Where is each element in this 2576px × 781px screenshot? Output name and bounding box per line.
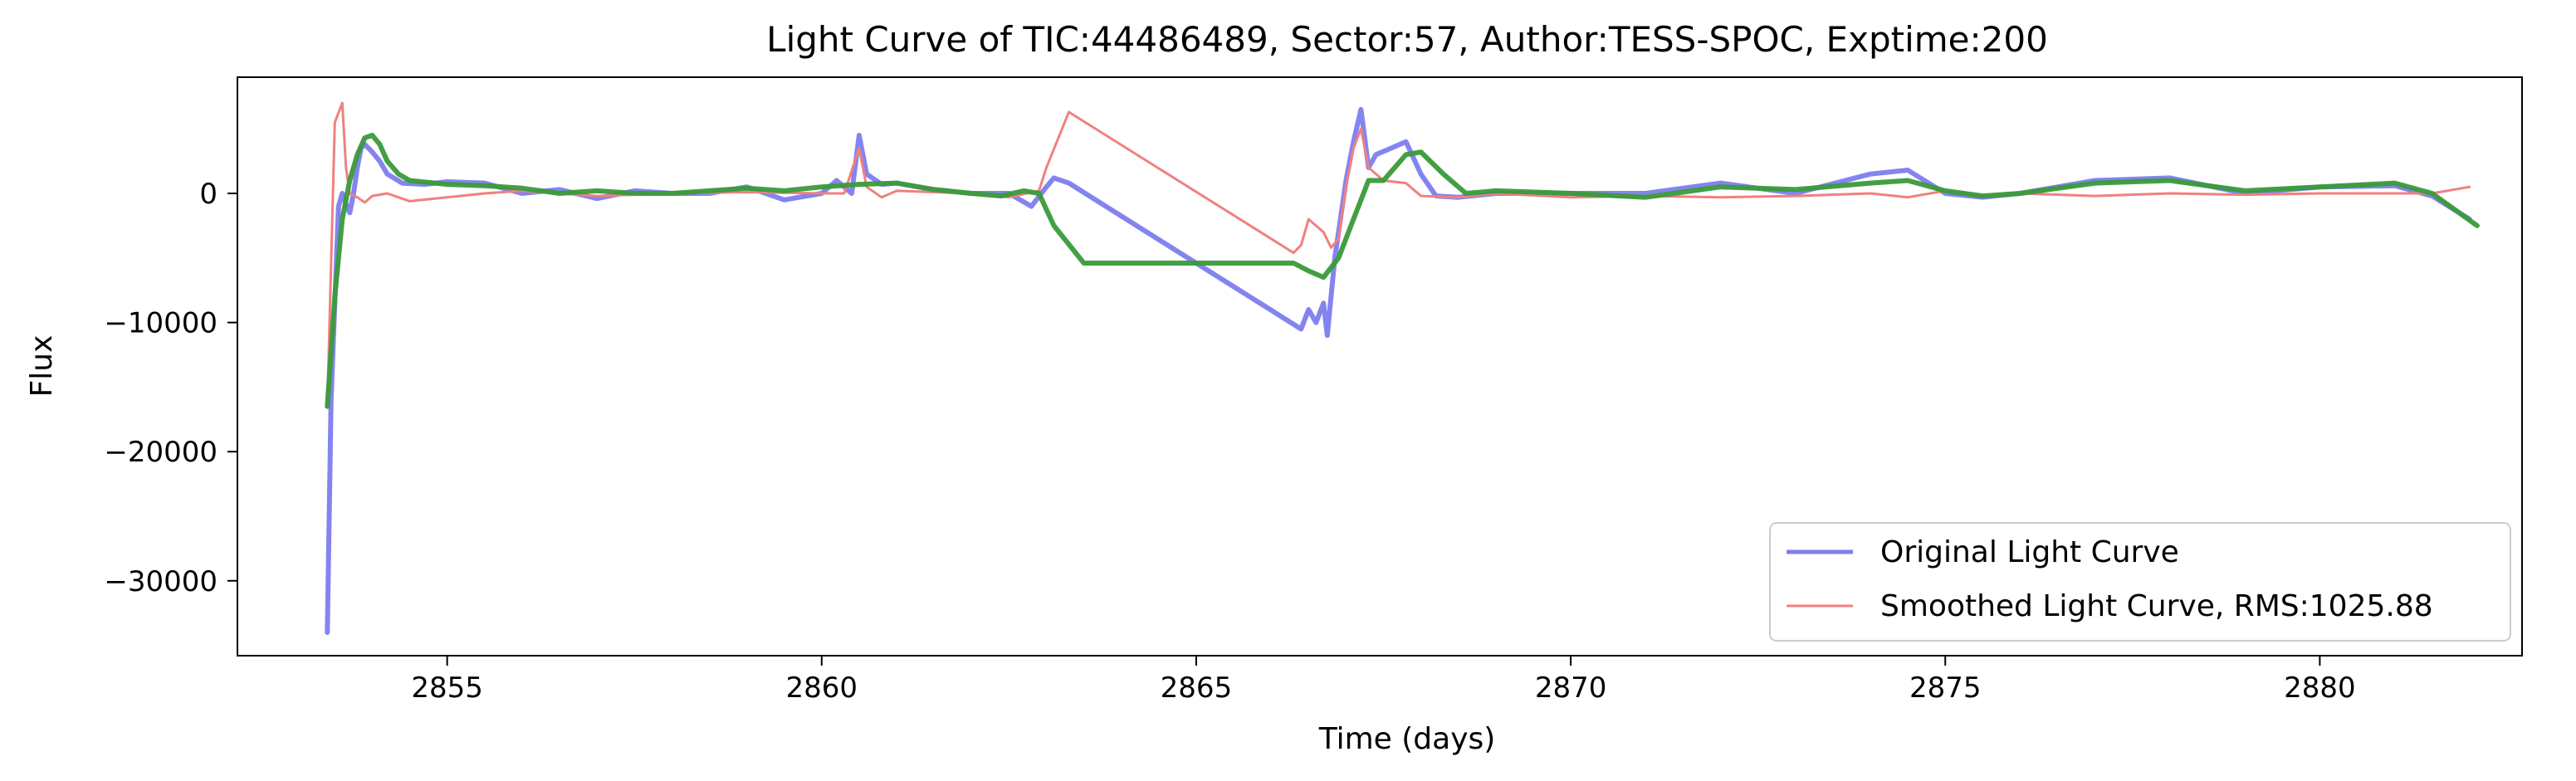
- y-tick-label: −10000: [104, 307, 218, 340]
- plot-frame: [237, 76, 2523, 657]
- plot-area: [237, 76, 2523, 657]
- y-tick-label: 0: [199, 178, 218, 211]
- series-smoothed-line: [325, 101, 2471, 408]
- chart-title: Light Curve of TIC:44486489, Sector:57, …: [766, 19, 2048, 60]
- x-tick-label: 2860: [786, 671, 858, 705]
- x-tick-label: 2875: [1909, 671, 1982, 705]
- x-axis: 2855 2860 2865 2870 2875 2880: [411, 656, 2356, 705]
- x-tick-label: 2855: [411, 671, 483, 705]
- x-tick-label: 2865: [1161, 671, 1233, 705]
- x-tick-label: 2870: [1535, 671, 1607, 705]
- legend-box: [1769, 522, 2511, 642]
- legend: Original Light Curve Smoothed Light Curv…: [1769, 522, 2511, 642]
- series-layer: [325, 101, 2480, 635]
- y-tick-label: −30000: [104, 565, 218, 598]
- legend-label-smoothed: Smoothed Light Curve, RMS:1025.88: [1880, 589, 2433, 623]
- y-axis: −30000 −20000 −10000 0: [104, 178, 237, 598]
- x-tick-label: 2880: [2284, 671, 2356, 705]
- x-axis-label: Time (days): [1318, 722, 1496, 756]
- legend-label-original: Original Light Curve: [1880, 535, 2179, 569]
- y-axis-label: Flux: [25, 335, 59, 398]
- series-trend-line: [325, 133, 2480, 409]
- y-tick-label: −20000: [104, 436, 218, 469]
